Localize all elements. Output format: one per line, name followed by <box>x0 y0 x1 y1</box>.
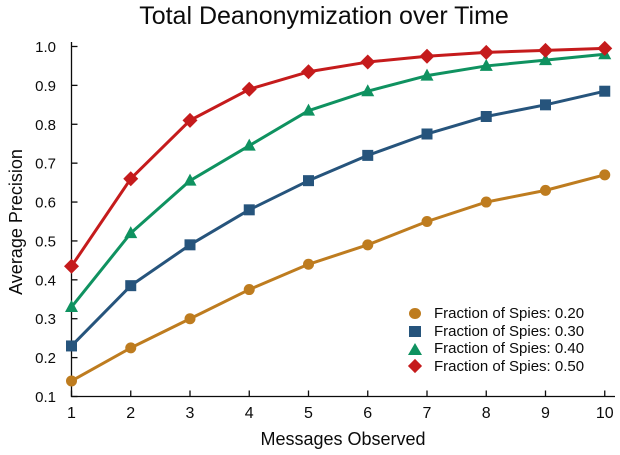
legend-label: Fraction of Spies: 0.30 <box>434 322 585 340</box>
y-tick-label: 0.1 <box>35 389 56 406</box>
chart-title: Total Deanonymization over Time <box>139 2 509 30</box>
y-tick-label: 0.8 <box>35 117 56 134</box>
data-point-triangle <box>361 84 375 97</box>
legend-row-spies-040: Fraction of Spies: 0.40 <box>406 340 584 358</box>
x-tick-label: 3 <box>186 405 195 422</box>
data-point-diamond <box>64 258 79 274</box>
data-point-circle <box>421 215 433 227</box>
y-tick-label: 0.9 <box>35 78 56 95</box>
x-tick-label: 6 <box>363 405 372 422</box>
data-point-square <box>362 149 374 161</box>
square-marker-icon <box>406 323 424 339</box>
data-point-square <box>66 340 77 352</box>
data-point-square <box>125 280 137 292</box>
y-tick-label: 0.7 <box>35 156 56 173</box>
y-tick-label: 0.6 <box>35 195 56 212</box>
x-tick-label: 9 <box>541 405 550 422</box>
data-point-triangle <box>539 53 552 66</box>
series-line <box>70 173 607 383</box>
data-point-triangle <box>479 58 493 71</box>
y-tick-label: 1.0 <box>35 39 56 56</box>
data-point-triangle <box>302 103 315 116</box>
legend-label: Fraction of Spies: 0.20 <box>434 305 585 323</box>
series-line <box>70 46 607 268</box>
y-tick-label: 0.4 <box>35 272 56 289</box>
data-point-circle <box>184 313 196 325</box>
data-point-triangle <box>65 300 78 313</box>
data-point-square <box>421 128 433 140</box>
data-point-square <box>243 204 255 216</box>
x-tick-label: 5 <box>304 405 313 422</box>
triangle-marker-icon <box>406 341 424 357</box>
legend-row-spies-020: Fraction of Spies: 0.20 <box>406 305 584 323</box>
data-point-diamond <box>182 112 198 128</box>
data-point-diamond <box>123 171 139 187</box>
data-point-triangle <box>183 173 197 186</box>
legend-row-spies-050: Fraction of Spies: 0.50 <box>406 358 584 376</box>
chart-legend: Fraction of Spies: 0.20 Fraction of Spie… <box>406 305 584 375</box>
series-line <box>70 89 607 348</box>
data-point-square <box>540 99 551 111</box>
data-point-triangle <box>242 138 256 151</box>
y-tick-label: 0.2 <box>35 350 56 367</box>
data-point-diamond <box>478 44 494 60</box>
x-tick-label: 10 <box>596 405 614 422</box>
data-point-circle <box>66 375 77 387</box>
data-point-diamond <box>241 81 257 97</box>
x-tick-label: 2 <box>126 405 135 422</box>
data-point-triangle <box>420 68 434 81</box>
data-point-square <box>480 110 492 122</box>
circle-marker-icon <box>406 306 424 322</box>
data-point-diamond <box>597 40 613 56</box>
data-point-circle <box>480 196 492 208</box>
x-tick-label: 8 <box>482 405 491 422</box>
data-point-diamond <box>538 42 553 58</box>
data-point-triangle <box>124 226 138 239</box>
x-tick-label: 7 <box>423 405 432 422</box>
legend-label: Fraction of Spies: 0.50 <box>434 357 585 375</box>
x-tick-label: 1 <box>67 405 76 422</box>
data-point-diamond <box>360 54 376 70</box>
y-tick-label: 0.3 <box>35 311 56 328</box>
data-point-square <box>599 85 611 97</box>
legend-row-spies-030: Fraction of Spies: 0.30 <box>406 323 584 341</box>
x-axis-label: Messages Observed <box>260 429 426 449</box>
data-point-circle <box>362 239 374 251</box>
data-point-circle <box>303 258 314 270</box>
data-point-square <box>303 175 314 187</box>
series-line <box>70 52 607 309</box>
data-point-square <box>184 239 196 251</box>
x-tick-label: 4 <box>245 405 254 422</box>
legend-label: Fraction of Spies: 0.40 <box>434 340 585 358</box>
diamond-marker-icon <box>406 358 424 374</box>
data-point-circle <box>599 169 611 181</box>
data-point-circle <box>125 342 137 354</box>
data-point-circle <box>243 284 255 296</box>
y-tick-label: 0.5 <box>35 233 56 250</box>
data-point-diamond <box>419 48 435 64</box>
data-point-circle <box>540 184 551 196</box>
data-point-diamond <box>301 64 316 80</box>
